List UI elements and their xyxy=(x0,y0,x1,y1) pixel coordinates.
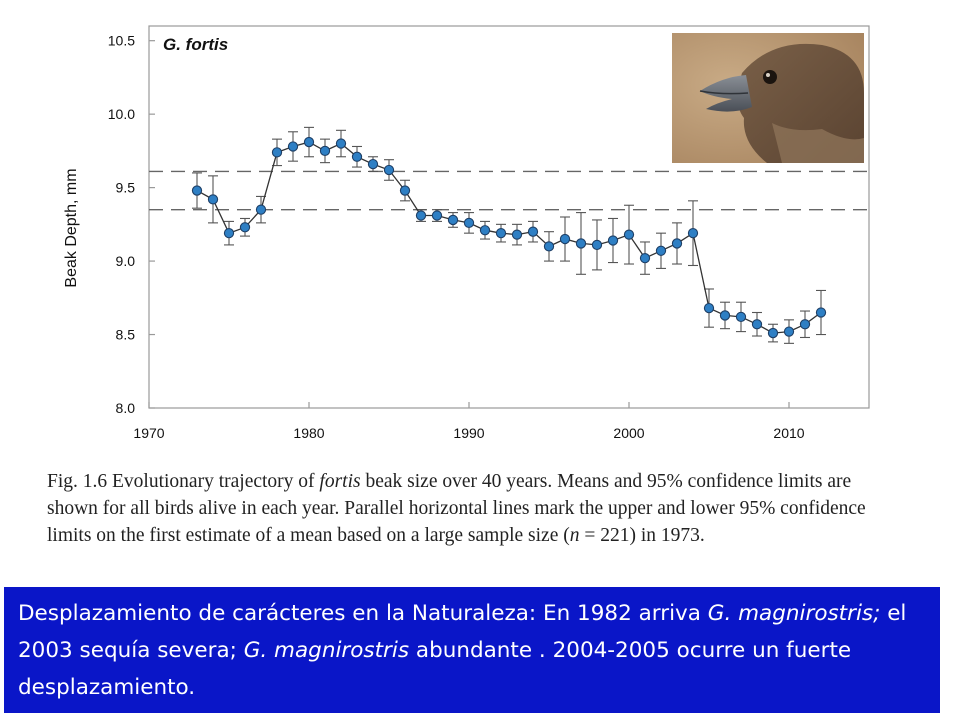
caption-text: beak size over 40 years. Means and 95% c… xyxy=(47,471,866,546)
data-point xyxy=(687,228,699,239)
data-point xyxy=(463,217,475,229)
data-point xyxy=(255,204,267,215)
data-point xyxy=(719,310,731,321)
caption-italic-fortis: fortis xyxy=(319,471,361,492)
data-point xyxy=(479,225,491,236)
data-point xyxy=(591,239,603,251)
data-points xyxy=(191,136,827,339)
data-point xyxy=(447,214,459,226)
data-point xyxy=(751,319,763,330)
caption-text: = 221) in 1973. xyxy=(579,525,705,546)
figure-caption: Fig. 1.6 Evolutionary trajectory of fort… xyxy=(47,468,887,549)
data-point xyxy=(703,302,715,314)
note-text: abundante . 2004-2005 ocurre un fuerte d… xyxy=(18,638,852,700)
note-text: el 2003 sequía severa; xyxy=(18,601,907,663)
data-point xyxy=(815,307,827,318)
beak-depth-chart: 1970 1980 1990 2000 2010 8.0 8.5 9.0 9.5 10.0 10.… xyxy=(63,25,870,441)
data-point xyxy=(383,164,395,176)
data-point xyxy=(319,145,331,157)
data-point xyxy=(271,147,283,158)
y-tick-label: 8.5 xyxy=(116,327,136,343)
series-line xyxy=(196,141,822,334)
data-point xyxy=(399,185,411,196)
data-point xyxy=(575,238,587,249)
data-point xyxy=(671,238,683,249)
note-italic-species: G. magnirostris xyxy=(243,638,410,663)
data-point xyxy=(559,233,571,245)
x-tick-label: 2000 xyxy=(613,425,644,441)
data-point xyxy=(239,222,251,233)
data-point xyxy=(223,228,235,239)
data-point xyxy=(367,158,379,170)
note-italic-species: G. magnirostris; xyxy=(707,601,881,626)
chart-title: G. fortis xyxy=(163,35,228,54)
data-point xyxy=(527,226,539,237)
y-tick-label: 8.0 xyxy=(116,400,136,416)
x-axis: 1970 1980 1990 2000 2010 xyxy=(133,402,805,441)
y-tick-label: 9.0 xyxy=(116,253,136,269)
spanish-note-box: Desplazamiento de carácteres en la Natur… xyxy=(4,587,940,713)
data-point xyxy=(783,326,795,337)
caption-text: Evolutionary trajectory of xyxy=(107,471,320,492)
x-tick-label: 1990 xyxy=(453,425,484,441)
note-text: Desplazamiento de carácteres en la Natur… xyxy=(18,601,708,626)
data-point xyxy=(495,228,507,239)
x-tick-label: 1980 xyxy=(293,425,324,441)
data-point xyxy=(431,210,443,221)
data-point xyxy=(607,235,619,246)
data-point xyxy=(799,319,811,330)
y-tick-label: 10.0 xyxy=(108,106,135,122)
y-axis-title: Beak Depth, mm xyxy=(63,168,80,287)
data-point xyxy=(639,252,651,264)
data-point xyxy=(623,229,635,240)
y-tick-label: 9.5 xyxy=(116,180,136,196)
data-point xyxy=(735,311,747,323)
data-point xyxy=(303,136,315,148)
caption-italic-n: n xyxy=(569,525,580,546)
data-point xyxy=(351,151,363,162)
data-point xyxy=(767,327,779,339)
finch-photo xyxy=(672,33,864,163)
data-point xyxy=(207,194,219,205)
y-axis: 8.0 8.5 9.0 9.5 10.0 10.5 xyxy=(108,33,155,416)
x-tick-label: 1970 xyxy=(133,425,164,441)
data-point xyxy=(191,185,203,196)
plot-frame xyxy=(148,25,870,409)
data-point xyxy=(543,241,555,252)
y-tick-label: 10.5 xyxy=(108,33,135,49)
x-tick-label: 2010 xyxy=(773,425,804,441)
figure-label: Fig. 1.6 xyxy=(47,471,108,492)
data-point xyxy=(335,138,347,149)
data-point xyxy=(415,210,427,221)
confidence-reference-lines xyxy=(149,170,869,211)
data-point xyxy=(511,229,523,240)
data-point xyxy=(287,141,299,152)
data-point xyxy=(655,245,667,256)
